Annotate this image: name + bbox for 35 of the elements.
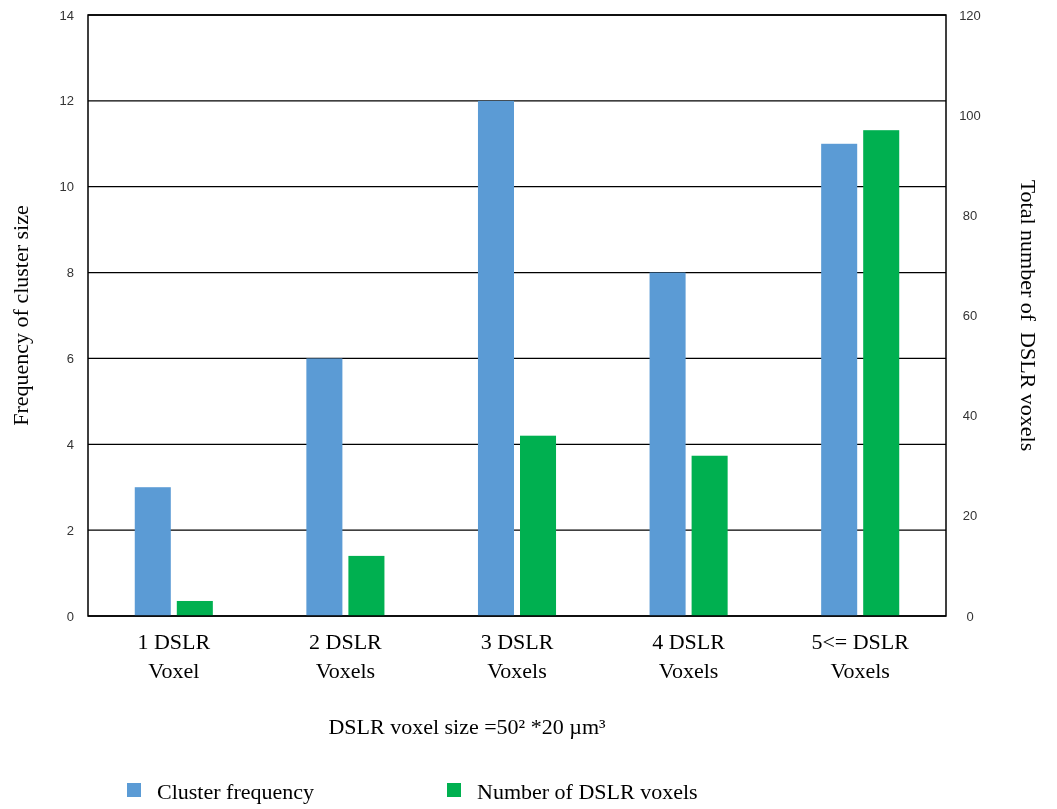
y-tick-label: 14: [59, 7, 74, 23]
x-tick-label: 3 DSLR Voxels: [480, 629, 554, 683]
bar: [821, 143, 858, 616]
y2-tick-label: 120: [959, 7, 981, 23]
bar: [520, 435, 557, 616]
bar: [306, 358, 343, 616]
y2-tick-label: 60: [962, 308, 978, 324]
y2-axis-title: Total number of DSLR voxels: [1016, 179, 1041, 452]
y-tick-label: 10: [59, 179, 74, 195]
y2-tick-label: 20: [962, 508, 978, 524]
bar: [649, 272, 686, 616]
y-tick-label: 8: [66, 265, 74, 281]
legend-label: Number of DSLR voxels: [477, 778, 698, 804]
x-tick-label: 2 DSLR Voxels: [309, 629, 383, 683]
x-tick-label: 1 DSLR Voxel: [137, 629, 211, 683]
y2-tick-label: 100: [959, 107, 981, 123]
bar: [176, 600, 213, 616]
x-tick-label: 4 DSLR Voxels: [652, 629, 726, 683]
y-axis-title: Frequency of cluster size: [8, 205, 33, 426]
y-tick-label: 0: [66, 608, 74, 624]
y2-tick-label: 80: [962, 207, 978, 223]
bar: [691, 455, 728, 616]
legend-label: Cluster frequency: [157, 778, 314, 804]
bar: [863, 130, 900, 616]
y-tick-label: 4: [66, 436, 74, 452]
y-tick-label: 12: [59, 93, 74, 109]
bar: [134, 487, 171, 616]
bar: [477, 100, 514, 616]
bar: [348, 555, 385, 616]
x-axis-title: DSLR voxel size =50² *20 µm³: [328, 714, 606, 739]
y-tick-label: 2: [66, 522, 74, 538]
y-tick-label: 6: [66, 350, 74, 366]
x-tick-label: 5<= DSLR Voxels: [811, 629, 910, 683]
y2-tick-label: 0: [966, 608, 974, 624]
y2-tick-label: 40: [962, 408, 978, 424]
